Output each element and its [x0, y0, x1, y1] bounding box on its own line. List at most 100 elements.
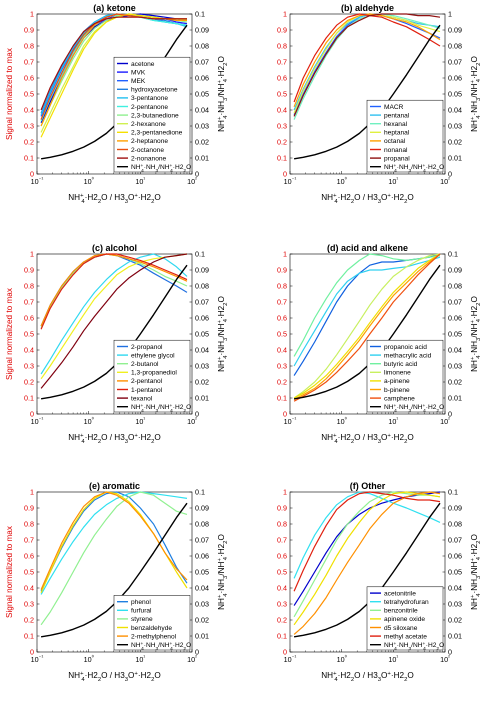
- chart-panel-3: (c) alcohol 0 0.1 0.2 0.3 0.4 0.5 0.6 0.7 0.8 0.9 1…: [5, 243, 229, 445]
- series-line-5: [293, 253, 441, 399]
- y2-tick-label: 0.07: [448, 536, 462, 545]
- y2-tick-label: 0.04: [195, 106, 209, 115]
- y-tick-label: 0.7: [24, 298, 34, 307]
- x-tick-label: 10⁻¹: [31, 417, 44, 426]
- chart-panel-2: (b) aldehyde 0 0.1 0.2 0.3 0.4 0.5 0.6 0.7 0.8 0.9…: [277, 3, 482, 205]
- y-tick-label: 0: [30, 170, 34, 179]
- y2-tick-label: 0.04: [448, 346, 462, 355]
- legend-entry: tetrahydrofuran: [384, 599, 429, 606]
- y2-tick-label: 0.08: [195, 42, 209, 51]
- y2-tick-label: 0.03: [448, 362, 462, 371]
- y2-tick-label: 0.07: [448, 298, 462, 307]
- y-tick-label: 0.1: [24, 154, 34, 163]
- legend-entry: nonanal: [384, 147, 408, 154]
- y2-tick-label: 0.07: [195, 536, 209, 545]
- y2-tick-label: 0.02: [448, 616, 462, 625]
- legend-entry: 3-pentanone: [131, 95, 168, 102]
- y2-tick-label: 0.05: [195, 330, 209, 339]
- legend-entry: octanal: [384, 138, 406, 145]
- y-axis-label: Signal normalized to max: [5, 48, 14, 140]
- y-tick-label: 0.2: [277, 138, 287, 147]
- legend-entry: NH+ 4·NH3/NH+ 4·H22O: [131, 404, 191, 414]
- y2-tick-label: 0.1: [195, 488, 205, 497]
- legend-entry: heptanal: [384, 130, 410, 137]
- y2-axis-label: NH+4·NH3/NH+4·H22O: [217, 296, 229, 372]
- y2-tick-label: 0.06: [448, 552, 462, 561]
- y-tick-label: 0.2: [277, 616, 287, 625]
- series-line-8: [293, 264, 441, 400]
- y2-tick-label: 0.03: [448, 122, 462, 131]
- y2-tick-label: 0.07: [195, 58, 209, 67]
- x-axis-label: NH+ 4·H22O / H33O+·H22O: [68, 671, 160, 683]
- y2-tick-label: 0.08: [195, 520, 209, 529]
- y-tick-label: 0: [30, 410, 34, 419]
- y-tick-label: 0.6: [24, 74, 34, 83]
- legend-entry: 2-propanol: [131, 344, 163, 351]
- legend-entry: 2-methylphenol: [131, 633, 177, 640]
- chart-title: (c) alcohol: [92, 243, 137, 253]
- legend-entry: apinene oxide: [384, 616, 425, 623]
- y-tick-label: 0.6: [24, 314, 34, 323]
- legend-box: [366, 99, 444, 173]
- chart-title: (e) aromatic: [89, 481, 140, 491]
- series-line-5: [293, 491, 441, 635]
- y2-tick-label: 0: [448, 170, 452, 179]
- series-line-3: [293, 13, 441, 120]
- legend-entry: 2,3-butanedione: [131, 112, 179, 119]
- y2-axis-label: NH+4·NH3/NH+4·H22O: [470, 296, 482, 372]
- y2-tick-label: 0.1: [195, 250, 205, 259]
- x-tick-label: 10¹: [135, 417, 145, 426]
- legend-entry: b-pinene: [384, 387, 410, 394]
- y-tick-label: 0.8: [24, 520, 34, 529]
- legend-entry: 2-pentanone: [131, 104, 168, 111]
- legend-entry: phenol: [131, 599, 151, 606]
- series-line-6: [40, 253, 188, 330]
- y-tick-label: 0: [283, 648, 287, 657]
- x-tick-label: 10⁰: [84, 417, 94, 426]
- chart-title: (f) Other: [350, 481, 386, 491]
- series-line-5: [40, 253, 188, 327]
- y2-tick-label: 0.07: [448, 58, 462, 67]
- legend-box: [113, 595, 191, 651]
- y2-tick-label: 0.04: [195, 346, 209, 355]
- x-axis-label: NH+ 4·H22O / H33O+·H22O: [321, 671, 413, 683]
- legend-box: [366, 339, 444, 413]
- series-line-6: [293, 13, 441, 103]
- series-line-2: [293, 13, 441, 111]
- chart-panel-5: (e) aromatic 0 0.1 0.2 0.3 0.4 0.5 0.6 0.7 0.8 0.9…: [5, 481, 229, 683]
- y-tick-label: 1: [30, 488, 34, 497]
- x-tick-label: 10²: [187, 417, 197, 426]
- legend-entry: 1-pentanol: [131, 387, 163, 394]
- x-tick-label: 10⁻¹: [284, 417, 297, 426]
- y-tick-label: 0.7: [277, 58, 287, 67]
- x-tick-label: 10⁰: [84, 177, 94, 186]
- y-tick-label: 0.4: [277, 106, 287, 115]
- legend-entry: furfural: [131, 608, 152, 615]
- x-tick-label: 10⁻¹: [31, 655, 44, 664]
- chart-panel-1: (a) ketone00.10.20.30.40.50.60.70.80.910…: [5, 3, 229, 205]
- x-axis-label: NH+ 4·H22O / H33O+·H22O: [68, 433, 160, 445]
- y-tick-label: 0.7: [277, 298, 287, 307]
- y2-tick-label: 0: [448, 410, 452, 419]
- legend-entry: NH+ 4·NH3/NH+ 4·H22O: [384, 164, 444, 174]
- y-tick-label: 1: [283, 10, 287, 19]
- y-tick-label: 0.2: [24, 378, 34, 387]
- y2-tick-label: 0.02: [195, 616, 209, 625]
- y2-tick-label: 0.01: [448, 632, 462, 641]
- y2-tick-label: 0.02: [448, 378, 462, 387]
- legend-entry: hexanal: [384, 121, 408, 128]
- x-tick-label: 10⁰: [337, 655, 347, 664]
- y-tick-label: 0.1: [277, 394, 287, 403]
- chart-panel-6: (f) Other 0 0.1 0.2 0.3 0.4 0.5 0.6 0.7 0.8 0.9 1 0 0…: [277, 481, 482, 683]
- chart-title: (d) acid and alkene: [327, 243, 408, 253]
- series-line-7: [293, 13, 441, 117]
- x-tick-label: 10¹: [388, 655, 398, 664]
- legend-entry: d5 siloxane: [384, 625, 418, 632]
- legend-entry: MACR: [384, 104, 404, 111]
- x-tick-label: 10⁰: [337, 417, 347, 426]
- y2-tick-label: 0.06: [195, 552, 209, 561]
- y2-tick-label: 0.03: [195, 122, 209, 131]
- y-tick-label: 0.4: [24, 346, 34, 355]
